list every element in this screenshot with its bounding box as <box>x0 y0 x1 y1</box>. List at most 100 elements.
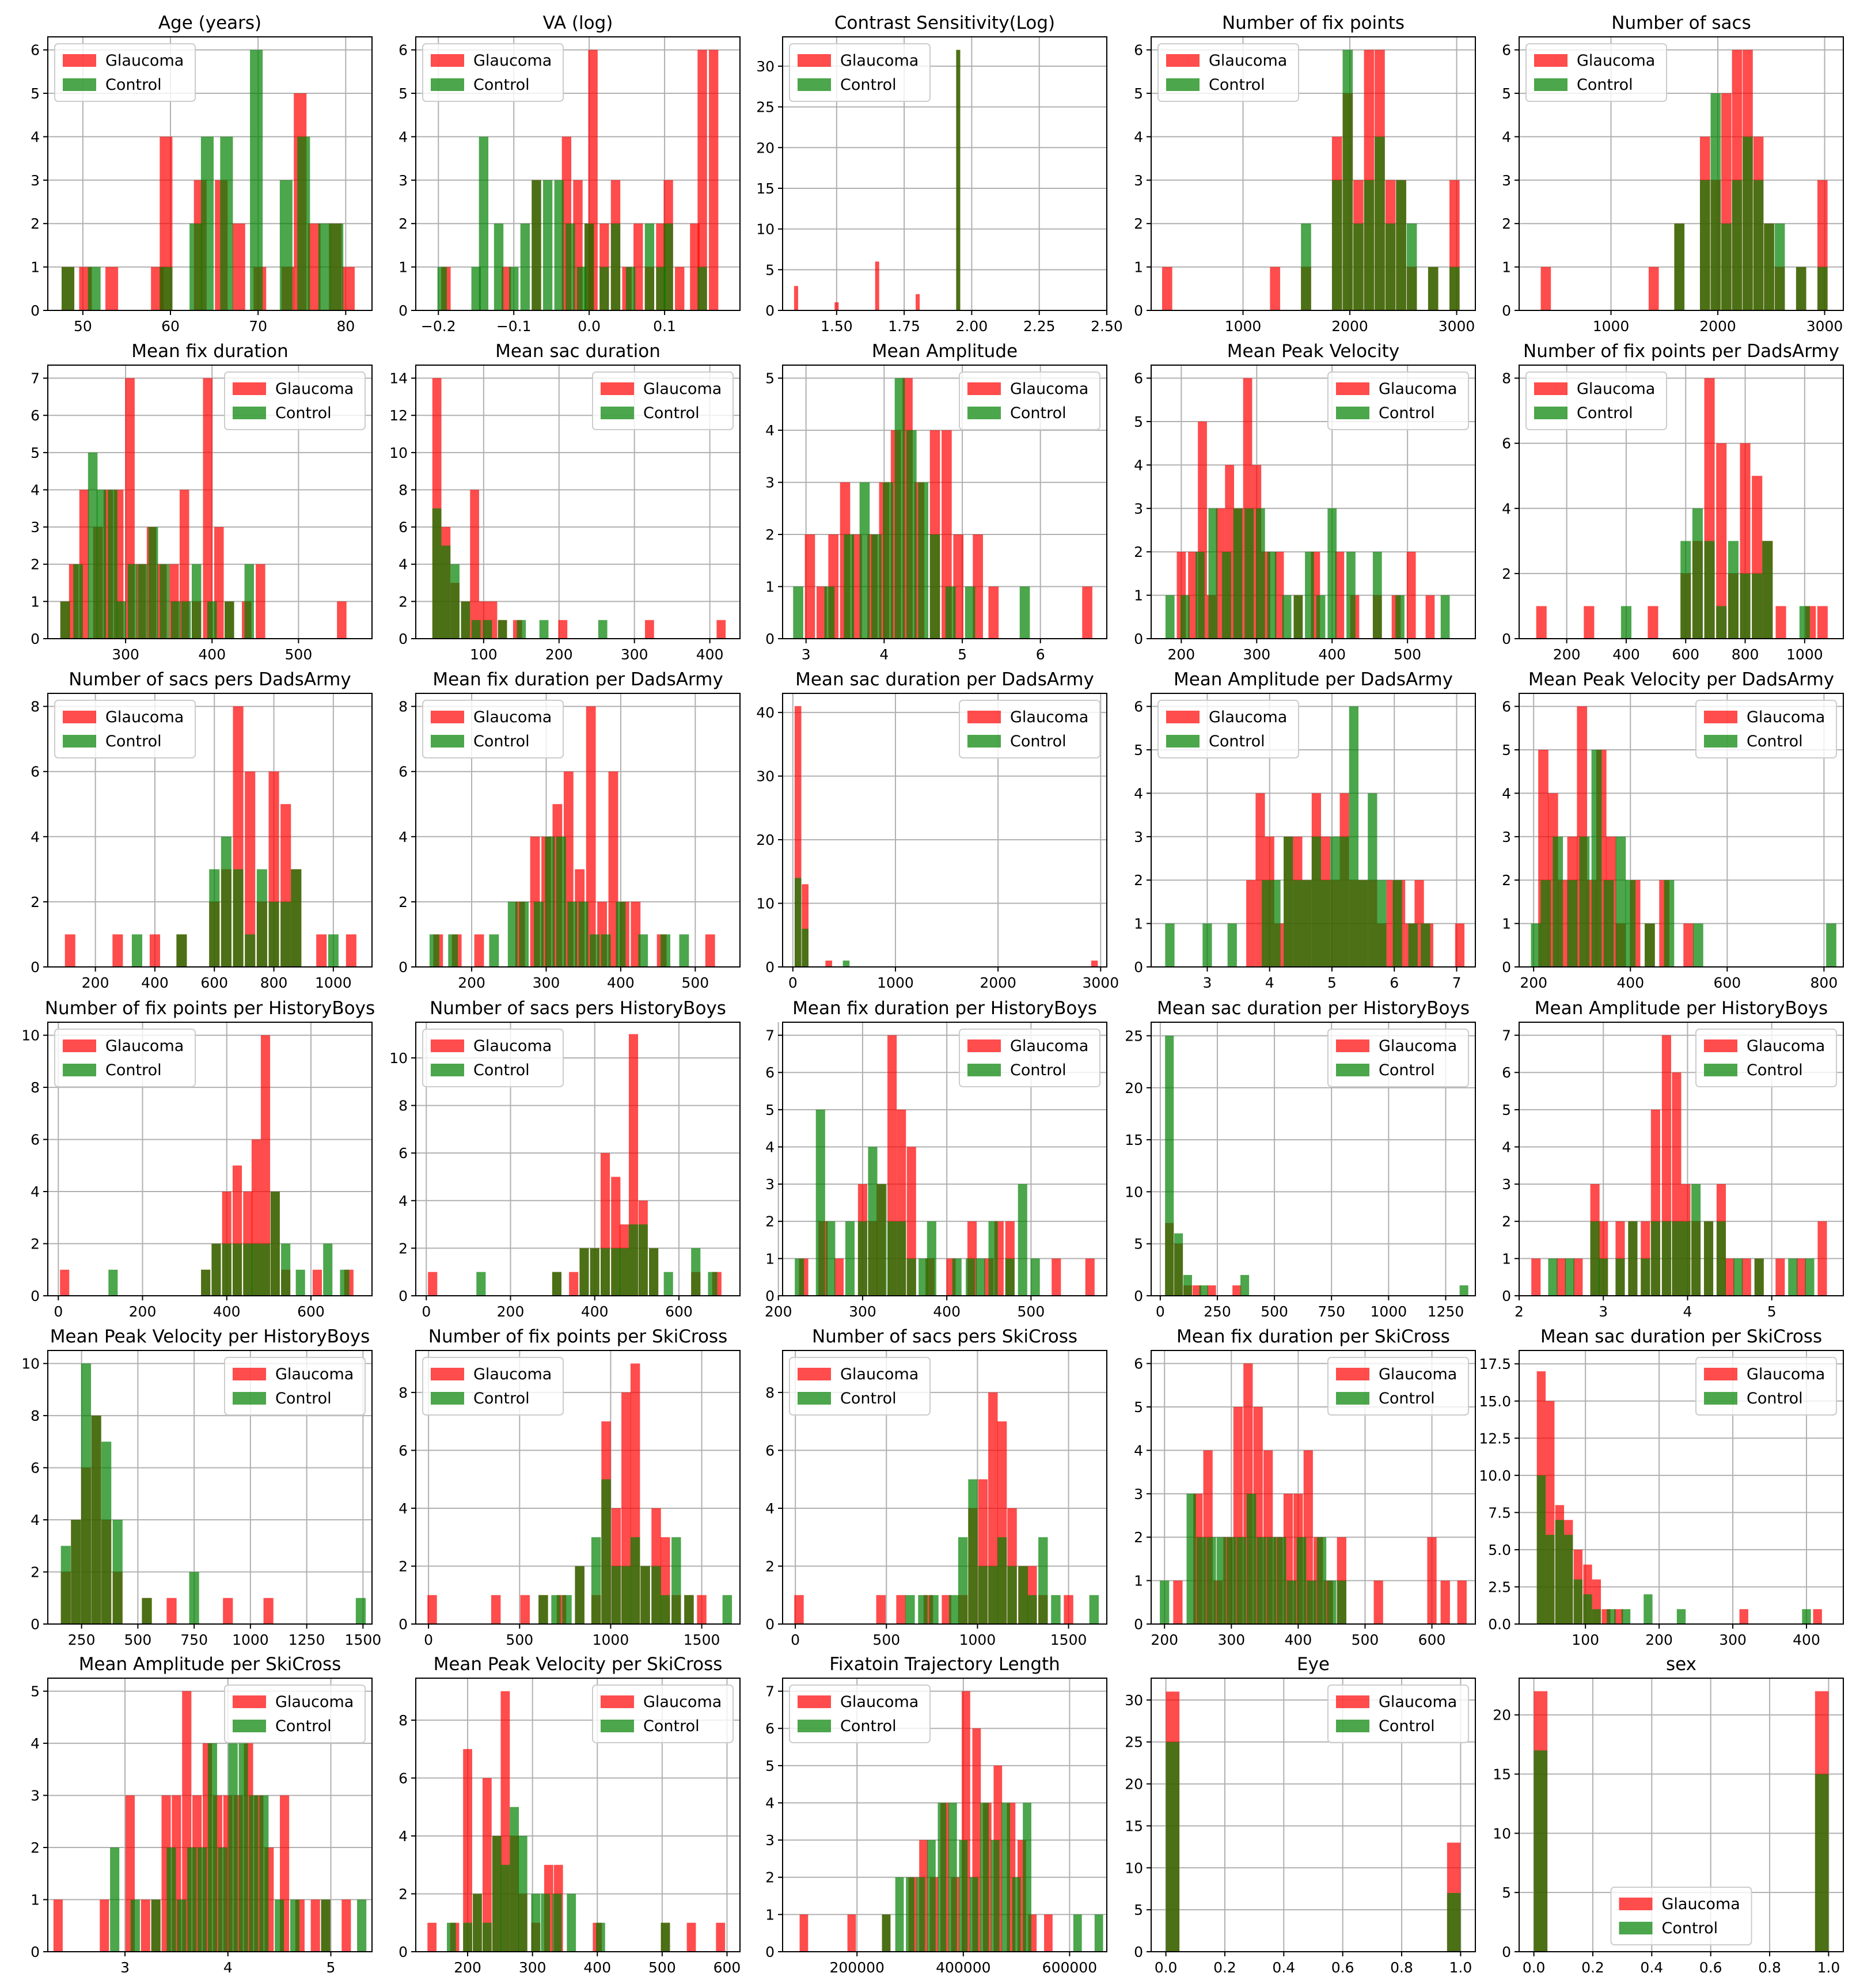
legend-label-glaucoma: Glaucoma <box>840 1693 918 1711</box>
histogram-bar-control <box>482 1922 492 1952</box>
histogram-bar-control <box>916 1877 925 1952</box>
histogram-bar-control <box>1165 923 1175 967</box>
histogram-bar-control <box>110 1847 120 1952</box>
chart-title: Age (years) <box>158 13 261 33</box>
histogram-bar-control <box>1826 923 1836 967</box>
y-tick-label: 5 <box>1134 85 1143 102</box>
axes-frame <box>1151 365 1476 639</box>
histogram-bar-glaucoma <box>60 1269 70 1296</box>
histogram-bar-control <box>1196 1537 1206 1624</box>
chart-title: Contrast Sensitivity(Log) <box>834 13 1055 33</box>
histogram-bar-control <box>980 1803 989 1952</box>
x-tick-label: 1000 <box>232 1632 269 1648</box>
y-tick-label: 1 <box>31 1892 40 1909</box>
legend-swatch-glaucoma <box>601 1695 634 1708</box>
legend-label-glaucoma: Glaucoma <box>105 52 184 70</box>
y-tick-label: 2 <box>1502 872 1511 889</box>
y-tick-label: 4 <box>1134 1442 1143 1459</box>
y-tick-label: 4 <box>398 1193 408 1209</box>
histogram-bar-control <box>142 1598 152 1624</box>
histogram-bar-control <box>471 267 481 310</box>
legend-swatch-control <box>798 1392 831 1405</box>
x-tick-label: 0.0 <box>1523 1959 1546 1976</box>
y-tick-label: 12.5 <box>1479 1430 1511 1447</box>
y-tick-label: 2 <box>1502 215 1511 232</box>
x-tick-label: 3000 <box>1082 974 1119 991</box>
legend-label-control: Control <box>1010 1061 1066 1079</box>
x-tick-label: 0.2 <box>1213 1959 1236 1976</box>
axes-frame <box>782 693 1107 968</box>
y-tick-label: 7 <box>765 1683 775 1700</box>
histogram-bar-control <box>60 601 70 639</box>
histogram-bar-control <box>616 901 626 967</box>
y-tick-label: 10 <box>1493 1825 1511 1842</box>
legend: Glaucoma Control <box>959 700 1100 758</box>
x-tick-label: 4 <box>1265 974 1274 991</box>
x-tick-label: 3000 <box>1439 318 1475 335</box>
chart-panel: 0 250 500 750 1000 1250 0 5 10 15 20 25 Mean sac dur… <box>1125 998 1476 1320</box>
x-tick-label: 500 <box>1394 646 1421 663</box>
x-tick-label: 500 <box>285 646 313 663</box>
histogram-bar-control <box>160 267 173 310</box>
y-tick-label: 3 <box>398 172 408 189</box>
axes-frame <box>1519 365 1844 639</box>
histogram-bar-glaucoma <box>1232 1285 1242 1296</box>
histogram-bar-control <box>1051 1595 1061 1624</box>
histogram-bar-glaucoma <box>112 934 123 967</box>
histogram-bar-control <box>160 564 169 639</box>
legend-label-control: Control <box>275 1717 332 1735</box>
histogram-bar-control <box>1358 880 1368 967</box>
y-tick-label: 0 <box>398 631 408 647</box>
histogram-bar-control <box>1764 223 1774 310</box>
legend-swatch-glaucoma <box>63 711 96 723</box>
x-tick-label: 1500 <box>345 1632 382 1648</box>
histogram-bar-control <box>244 564 255 639</box>
legend-label-control: Control <box>1209 76 1265 94</box>
x-tick-label: 2 <box>1515 1303 1524 1320</box>
histogram-bar-control <box>978 1566 988 1624</box>
histogram-bar-control <box>554 180 564 310</box>
legend-swatch-control <box>1534 78 1567 91</box>
y-tick-label: 3 <box>31 1788 40 1804</box>
y-tick-label: 6 <box>1502 699 1511 715</box>
histogram-bar-control <box>295 1269 305 1296</box>
y-tick-label: 10 <box>756 221 775 238</box>
x-tick-label: 0.8 <box>1758 1959 1781 1976</box>
axes-frame <box>47 1678 373 1952</box>
histogram-bar-control <box>1536 1475 1546 1624</box>
legend-label-control: Control <box>105 76 162 94</box>
histogram-bar-glaucoma <box>631 901 641 967</box>
histogram-bar-control <box>225 601 234 639</box>
legend-label-glaucoma: Glaucoma <box>1010 1037 1088 1055</box>
y-tick-label: 10 <box>1125 1183 1143 1200</box>
y-tick-label: 5 <box>1134 413 1143 430</box>
chart-title: Mean Amplitude per DadsArmy <box>1174 669 1453 690</box>
histogram-bar-control <box>148 527 158 639</box>
chart-title: Fixatoin Trajectory Length <box>829 1654 1060 1675</box>
histogram-bar-glaucoma <box>160 136 173 310</box>
histogram-bar-control <box>722 1595 732 1624</box>
histogram-bar-control <box>596 1922 605 1952</box>
y-tick-label: 8 <box>398 1098 408 1114</box>
histogram-bar-control <box>844 534 855 639</box>
histogram-bar-control <box>1664 880 1675 967</box>
histogram-bar-control <box>552 1272 561 1296</box>
legend-label-glaucoma: Glaucoma <box>1577 380 1655 398</box>
histogram-bar-control <box>1421 923 1430 967</box>
histogram-bar-control <box>1089 1595 1099 1624</box>
x-tick-label: 5 <box>958 646 967 663</box>
x-tick-label: 0.6 <box>1331 1959 1354 1976</box>
histogram-bar-control <box>280 901 291 967</box>
histogram-bar-control <box>1459 1285 1468 1296</box>
histogram-bar-control <box>256 869 267 967</box>
chart-title: Mean Amplitude <box>872 341 1018 362</box>
y-tick-label: 15 <box>1125 1132 1143 1148</box>
histogram-bar-control <box>1440 595 1450 639</box>
x-tick-label: 500 <box>1352 1632 1379 1648</box>
histogram-bar-control <box>894 378 905 639</box>
y-tick-label: 0 <box>765 1616 775 1633</box>
histogram-bar-control <box>1621 1609 1631 1624</box>
x-tick-label: 400 <box>141 974 169 991</box>
legend: Glaucoma Control <box>1695 700 1837 758</box>
histogram-bar-control <box>191 564 202 639</box>
